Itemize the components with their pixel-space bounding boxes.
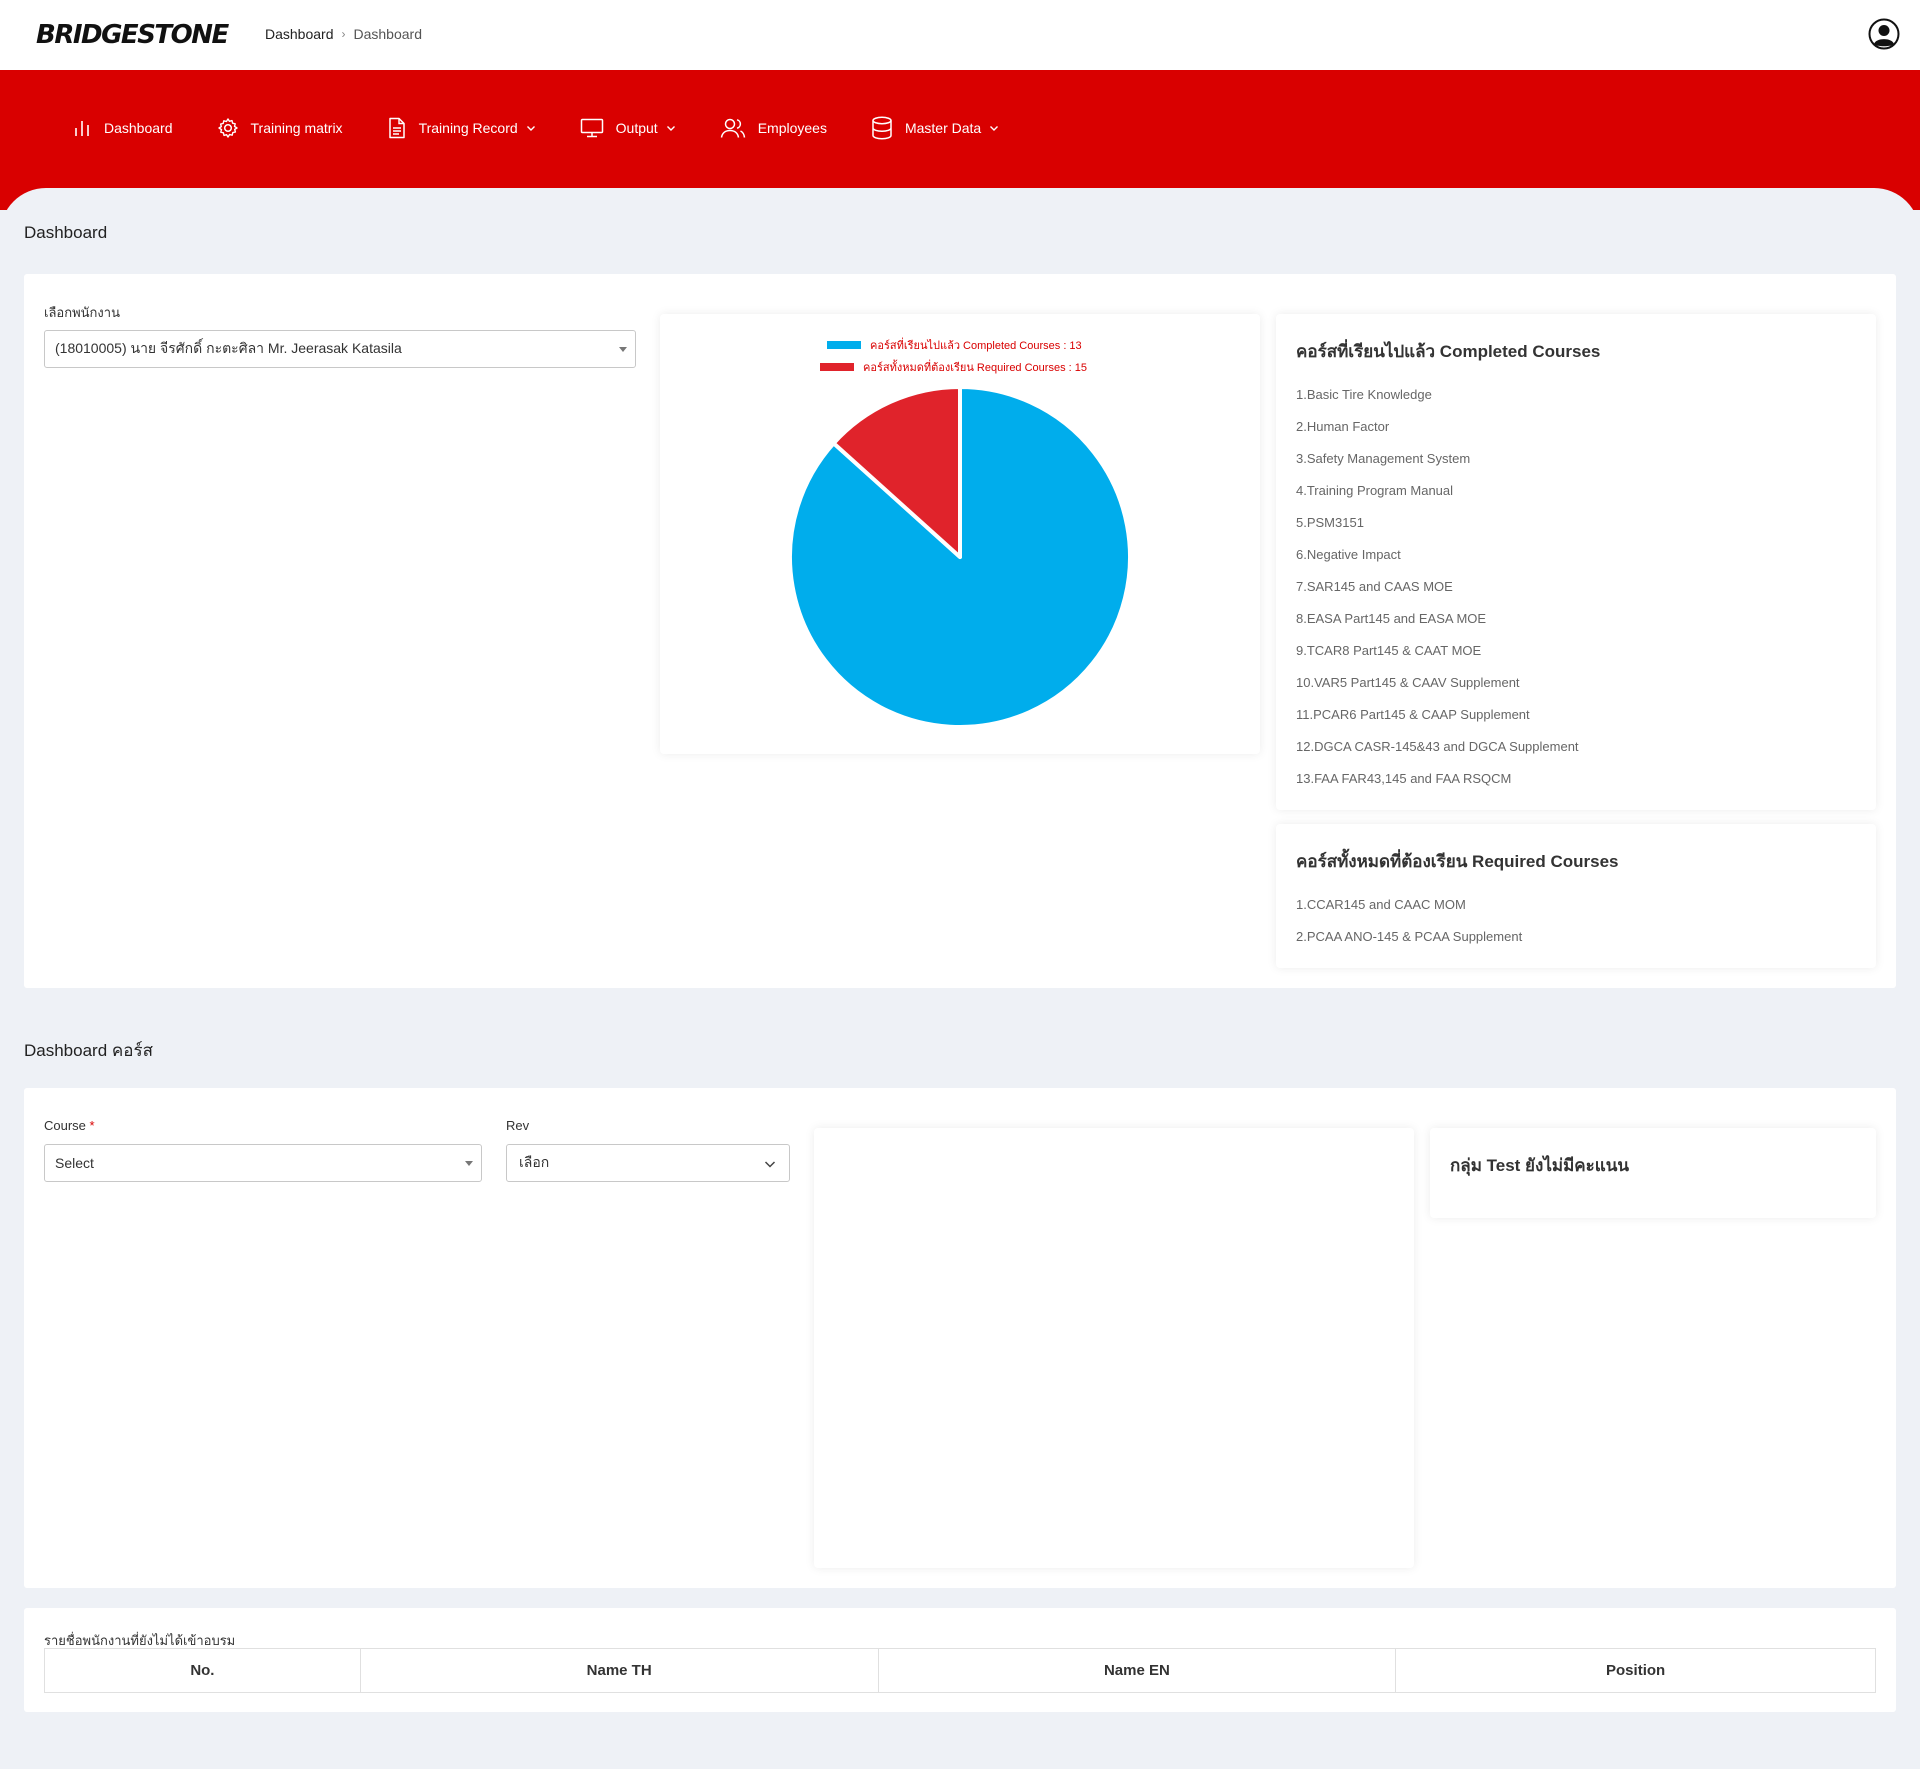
employee-select-value: (18010005) นาย จีรศักดิ์ กะตะศิลา Mr. Je… bbox=[55, 340, 402, 356]
legend-swatch-completed bbox=[827, 341, 861, 349]
nav-item-output[interactable]: Output bbox=[580, 118, 676, 138]
pie-chart bbox=[788, 385, 1132, 729]
bridgestone-logo[interactable]: BRIDGESTONE bbox=[36, 20, 229, 50]
course-dashboard-title: Dashboard คอร์ส bbox=[24, 1041, 153, 1060]
monitor-icon bbox=[580, 118, 603, 138]
chart-legend: คอร์สที่เรียนไปแล้ว Completed Courses : … bbox=[820, 334, 1087, 378]
main-nav: Dashboard Training matrix Training Recor… bbox=[72, 116, 1043, 140]
nav-item-training-matrix[interactable]: Training matrix bbox=[217, 117, 343, 139]
required-courses-title: คอร์สทั้งหมดที่ต้องเรียน Required Course… bbox=[1296, 852, 1619, 871]
course-dashboard-card: Course * Select Rev เลือก กลุ่ม Test ยัง… bbox=[24, 1088, 1896, 1588]
list-item: 2.Human Factor bbox=[1296, 419, 1390, 434]
required-courses-card: คอร์สทั้งหมดที่ต้องเรียน Required Course… bbox=[1276, 824, 1876, 968]
user-avatar-icon[interactable] bbox=[1868, 18, 1900, 50]
database-icon bbox=[872, 116, 892, 140]
list-item: 13.FAA FAR43,145 and FAA RSQCM bbox=[1296, 771, 1512, 786]
list-item: 4.Training Program Manual bbox=[1296, 483, 1454, 498]
list-item: 10.VAR5 Part145 & CAAV Supplement bbox=[1296, 675, 1520, 690]
test-group-card: กลุ่ม Test ยังไม่มีคะแนน bbox=[1430, 1128, 1876, 1218]
nav-item-label: Master Data bbox=[904, 120, 982, 136]
document-icon bbox=[388, 117, 405, 139]
top-bar: BRIDGESTONE Dashboard › Dashboard bbox=[0, 0, 1920, 70]
completed-courses-card: คอร์สที่เรียนไปแล้ว Completed Courses 1.… bbox=[1276, 314, 1876, 810]
legend-label-completed: คอร์สที่เรียนไปแล้ว Completed Courses : … bbox=[870, 340, 1082, 352]
column-header-name-th[interactable]: Name TH bbox=[359, 1648, 879, 1693]
required-courses-list: 1.CCAR145 and CAAC MOM 2.PCAA ANO-145 & P… bbox=[1296, 897, 1522, 961]
completed-courses-list: 1.Basic Tire Knowledge 2.Human Factor 3.Sa… bbox=[1296, 387, 1579, 803]
list-item: 7.SAR145 and CAAS MOE bbox=[1296, 579, 1453, 594]
employee-select[interactable]: (18010005) นาย จีรศักดิ์ กะตะศิลา Mr. Je… bbox=[44, 330, 636, 368]
untrained-employees-title: รายชื่อพนักงานที่ยังไม่ได้เข้าอบรม bbox=[44, 1633, 236, 1648]
test-group-title: กลุ่ม Test ยังไม่มีคะแนน bbox=[1450, 1156, 1629, 1175]
course-select[interactable]: Select bbox=[44, 1144, 482, 1182]
employee-dashboard-card: เลือกพนักงาน (18010005) นาย จีรศักดิ์ กะ… bbox=[24, 274, 1896, 988]
nav-item-label: Training matrix bbox=[250, 120, 343, 136]
rev-select-label: Rev bbox=[506, 1118, 530, 1133]
list-item: 6.Negative Impact bbox=[1296, 547, 1401, 562]
course-pie-chart-card: คอร์สที่เรียนไปแล้ว Completed Courses : … bbox=[660, 314, 1260, 754]
course-label-text: Course bbox=[44, 1118, 86, 1133]
column-header-name-en[interactable]: Name EN bbox=[877, 1648, 1397, 1693]
breadcrumb-item-current: Dashboard bbox=[353, 26, 423, 42]
column-header-no[interactable]: No. bbox=[44, 1648, 361, 1693]
page-title: Dashboard bbox=[24, 223, 108, 242]
pie-slice-required[interactable] bbox=[831, 385, 962, 559]
main-nav-band: Dashboard Training matrix Training Recor… bbox=[0, 70, 1920, 210]
course-chart-card bbox=[814, 1128, 1414, 1568]
list-item: 1.CCAR145 and CAAC MOM bbox=[1296, 897, 1466, 912]
list-item: 8.EASA Part145 and EASA MOE bbox=[1296, 611, 1487, 626]
legend-item-completed[interactable]: คอร์สที่เรียนไปแล้ว Completed Courses : … bbox=[820, 334, 1087, 356]
nav-item-label: Employees bbox=[757, 120, 827, 136]
list-item: 1.Basic Tire Knowledge bbox=[1296, 387, 1432, 402]
gear-icon bbox=[217, 118, 238, 138]
nav-item-dashboard[interactable]: Dashboard bbox=[72, 118, 173, 138]
nav-item-label: Training Record bbox=[418, 120, 518, 136]
legend-item-required[interactable]: คอร์สทั้งหมดที่ต้องเรียน Required Course… bbox=[820, 356, 1087, 378]
nav-item-master-data[interactable]: Master Data bbox=[871, 116, 999, 140]
nav-item-training-record[interactable]: Training Record bbox=[387, 117, 536, 139]
caret-down-icon bbox=[465, 1161, 473, 1166]
required-asterisk: * bbox=[89, 1118, 95, 1133]
breadcrumb-item-dashboard[interactable]: Dashboard bbox=[265, 26, 334, 42]
legend-label-required: คอร์สทั้งหมดที่ต้องเรียน Required Course… bbox=[863, 362, 1087, 374]
course-select-value: Select bbox=[55, 1155, 94, 1171]
nav-item-label: Output bbox=[615, 120, 658, 136]
rev-select[interactable]: เลือก bbox=[506, 1144, 790, 1182]
chevron-down-icon bbox=[526, 126, 535, 131]
completed-courses-title: คอร์สที่เรียนไปแล้ว Completed Courses bbox=[1296, 342, 1601, 361]
chevron-right-icon: › bbox=[341, 27, 346, 41]
list-item: 11.PCAR6 Part145 & CAAP Supplement bbox=[1296, 707, 1530, 722]
chevron-down-icon bbox=[990, 126, 999, 131]
bar-chart-icon bbox=[75, 121, 89, 136]
chevron-down-icon bbox=[666, 126, 675, 131]
rev-select-value: เลือก bbox=[519, 1154, 550, 1170]
users-icon bbox=[720, 118, 745, 138]
list-item: 9.TCAR8 Part145 & CAAT MOE bbox=[1296, 643, 1482, 658]
chevron-down-icon bbox=[764, 1161, 776, 1168]
caret-down-icon bbox=[619, 347, 627, 352]
list-item: 2.PCAA ANO-145 & PCAA Supplement bbox=[1296, 929, 1523, 944]
employee-select-label: เลือกพนักงาน bbox=[44, 305, 120, 320]
untrained-employees-card: รายชื่อพนักงานที่ยังไม่ได้เข้าอบรม No. N… bbox=[24, 1608, 1896, 1712]
list-item: 5.PSM3151 bbox=[1296, 515, 1364, 530]
column-header-position[interactable]: Position bbox=[1395, 1648, 1876, 1693]
nav-item-employees[interactable]: Employees bbox=[720, 117, 827, 139]
table-header-row: No. Name TH Name EN Position bbox=[44, 1648, 1876, 1693]
breadcrumb: Dashboard › Dashboard bbox=[265, 26, 422, 42]
legend-swatch-required bbox=[820, 363, 854, 371]
list-item: 3.Safety Management System bbox=[1296, 451, 1471, 466]
untrained-employees-table: No. Name TH Name EN Position bbox=[44, 1648, 1876, 1693]
course-select-label: Course * bbox=[44, 1118, 95, 1133]
nav-item-label: Dashboard bbox=[104, 120, 173, 136]
list-item: 12.DGCA CASR-145&43 and DGCA Supplement bbox=[1296, 739, 1579, 754]
